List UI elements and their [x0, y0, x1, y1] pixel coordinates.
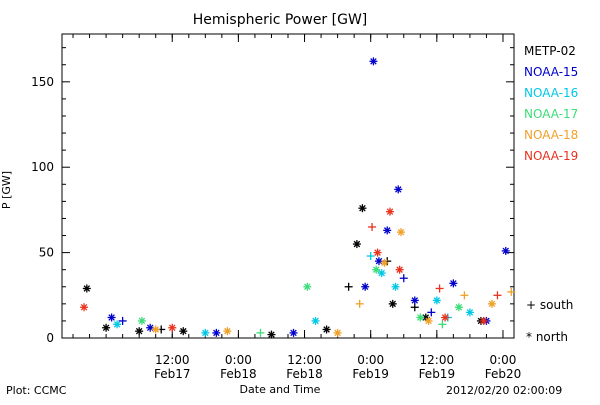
data-point [352, 240, 361, 249]
data-point [146, 323, 155, 332]
data-point [137, 316, 146, 325]
x-axis-label: Date and Time [240, 383, 321, 396]
data-point [82, 284, 91, 293]
data-point [107, 313, 116, 322]
data-point [479, 316, 488, 325]
data-point [201, 328, 210, 337]
data-point [369, 57, 378, 66]
plot-credit: Plot: CCMC [6, 384, 67, 397]
data-point [493, 291, 502, 300]
data-point [416, 313, 425, 322]
data-point [368, 222, 377, 231]
plot-timestamp: 2012/02/20 02:00:09 [446, 384, 563, 397]
chart-title: Hemispheric Power [GW] [193, 12, 368, 28]
x-axis-ticks: 12:00Feb170:00Feb1812:00Feb180:00Feb1912… [72, 34, 522, 381]
data-point [358, 204, 367, 213]
y-tick-label: 150 [31, 75, 54, 89]
data-point [454, 303, 463, 312]
plot-frame [61, 33, 515, 339]
data-point [102, 323, 111, 332]
data-point [355, 299, 364, 308]
data-point [256, 328, 265, 337]
data-point [267, 330, 276, 339]
data-point [118, 316, 127, 325]
x-tick-time-label: 12:00 [287, 353, 322, 367]
data-point [410, 296, 419, 305]
legend-item: NOAA-15 [524, 65, 579, 79]
legend-item: NOAA-19 [524, 149, 579, 163]
x-tick-time-label: 12:00 [155, 353, 190, 367]
data-point [397, 228, 405, 237]
legend-item: NOAA-18 [524, 128, 579, 142]
data-point [383, 226, 392, 235]
data-point [179, 327, 188, 336]
data-point [424, 316, 433, 325]
data-point [322, 325, 331, 334]
data-points [80, 57, 516, 339]
x-tick-date-label: Feb18 [286, 367, 323, 381]
data-point [395, 265, 404, 274]
legend-item: METP-02 [524, 44, 576, 58]
data-point [507, 287, 516, 296]
data-point [373, 248, 382, 257]
data-point [168, 323, 177, 332]
y-axis-label: P [GW] [0, 171, 13, 209]
x-tick-date-label: Feb17 [154, 367, 191, 381]
x-tick-date-label: Feb19 [352, 367, 389, 381]
hemisphere-legend-item: * north [526, 330, 569, 344]
data-point [366, 252, 375, 261]
data-point [113, 320, 122, 329]
legend-item: NOAA-16 [524, 86, 579, 100]
y-axis-ticks: 0 50 100 150 [31, 47, 514, 345]
data-point [223, 327, 232, 336]
x-tick-date-label: Feb19 [419, 367, 456, 381]
data-point [361, 282, 370, 291]
legend-item: NOAA-17 [524, 107, 579, 121]
data-point [449, 279, 458, 288]
data-point [380, 258, 389, 267]
x-tick-time-label: 0:00 [225, 353, 252, 367]
data-point [289, 328, 298, 337]
y-tick-label: 0 [46, 331, 54, 345]
data-point [394, 185, 403, 194]
data-point [385, 207, 394, 216]
data-point [399, 274, 408, 283]
y-tick-label: 50 [39, 246, 54, 260]
data-point [377, 269, 386, 278]
data-point [311, 316, 320, 325]
data-point [388, 299, 397, 308]
data-point [391, 282, 400, 291]
x-tick-time-label: 12:00 [420, 353, 455, 367]
data-point [135, 327, 144, 336]
data-point [151, 325, 160, 334]
data-point [427, 308, 436, 317]
data-point [438, 320, 447, 329]
data-point [344, 282, 353, 291]
x-tick-date-label: Feb18 [220, 367, 257, 381]
data-point [212, 328, 221, 337]
data-point [487, 299, 496, 308]
x-tick-date-label: Feb20 [485, 367, 522, 381]
data-point [333, 328, 342, 337]
hemisphere-legend-item: + south [526, 298, 574, 312]
data-point [501, 246, 510, 255]
data-point [80, 303, 89, 312]
data-point [435, 284, 444, 293]
data-point [410, 303, 419, 312]
data-point [465, 308, 474, 317]
data-point [303, 282, 312, 291]
data-point [374, 257, 383, 266]
data-point [441, 313, 450, 322]
x-tick-time-label: 0:00 [489, 353, 516, 367]
y-tick-label: 100 [31, 160, 54, 174]
data-point [432, 296, 441, 305]
data-point [460, 291, 469, 300]
x-tick-time-label: 0:00 [357, 353, 384, 367]
data-point [372, 265, 381, 274]
